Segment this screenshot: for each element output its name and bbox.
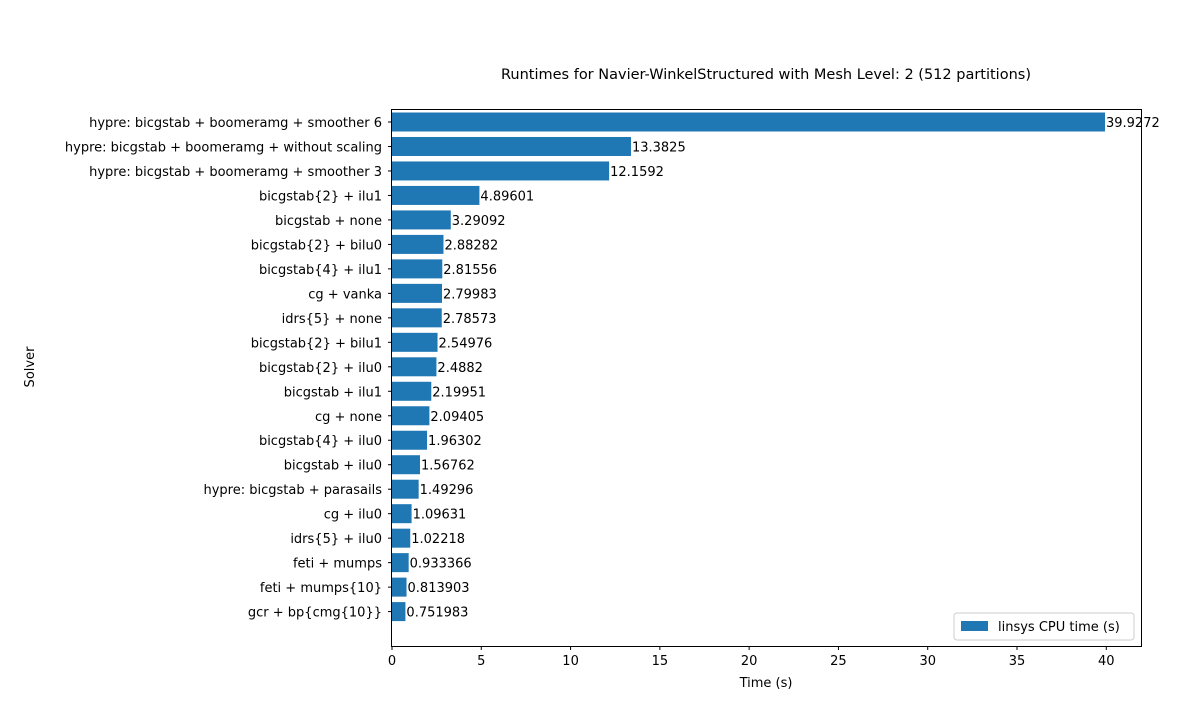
- bar: [392, 332, 438, 352]
- x-tick-label: 25: [830, 654, 847, 669]
- y-tick-label: hypre: bicgstab + boomeramg + smoother 3: [89, 165, 382, 180]
- bar: [392, 479, 419, 499]
- plot-frame: [391, 109, 1142, 647]
- bar: [392, 136, 631, 156]
- bars-layer: [392, 112, 1105, 622]
- y-tick-label: idrs{5} + none: [282, 312, 382, 327]
- bar-value-label: 3.29092: [452, 214, 506, 229]
- y-tick-label: idrs{5} + ilu0: [290, 532, 382, 547]
- y-tick-label: bicgstab + ilu0: [284, 459, 382, 474]
- value-labels-layer: 39.9272 13.3825 12.1592 4.89601 3.29092 2.882…: [406, 116, 1159, 621]
- y-tick-label: bicgstab{4} + ilu1: [259, 263, 382, 278]
- bar-value-label: 0.813903: [408, 581, 470, 596]
- bar-value-label: 2.4882: [437, 361, 483, 376]
- x-tick-label: 20: [741, 654, 758, 669]
- bar: [392, 112, 1105, 132]
- x-tick-label: 5: [477, 654, 485, 669]
- legend-swatch: [961, 621, 988, 631]
- bar: [392, 234, 444, 254]
- y-tick-label: hypre: bicgstab + boomeramg + without sc…: [65, 140, 382, 155]
- bar-value-label: 1.02218: [411, 532, 465, 547]
- y-tick-label: bicgstab + ilu1: [284, 385, 382, 400]
- bar: [392, 528, 411, 548]
- y-axis-label: Solver: [23, 346, 38, 388]
- bar-value-label: 13.3825: [632, 140, 686, 155]
- bar-value-label: 2.79983: [443, 287, 497, 302]
- legend-frame: [953, 612, 1135, 641]
- bar-value-label: 1.09631: [413, 508, 467, 523]
- y-tick-label: cg + vanka: [308, 287, 382, 302]
- bar: [392, 602, 406, 622]
- x-tick-label: 40: [1098, 654, 1115, 669]
- bar-value-label: 1.56762: [421, 459, 475, 474]
- bar-value-label: 1.96302: [428, 434, 482, 449]
- bar: [392, 430, 428, 450]
- y-tick-label: hypre: bicgstab + boomeramg + smoother 6: [89, 116, 382, 131]
- x-tick-label: 10: [562, 654, 579, 669]
- y-tick-label: bicgstab{4} + ilu0: [259, 434, 382, 449]
- bar: [392, 161, 610, 181]
- y-tick-label: bicgstab + none: [275, 214, 382, 229]
- bar-value-label: 4.89601: [480, 189, 534, 204]
- y-tick-label: bicgstab{2} + bilu0: [251, 238, 382, 253]
- x-tick-label: 15: [652, 654, 669, 669]
- bar: [392, 308, 442, 328]
- bar-value-label: 2.54976: [439, 336, 493, 351]
- bar-value-label: 2.81556: [443, 263, 497, 278]
- x-tick-label: 35: [1009, 654, 1026, 669]
- bar-value-label: 2.09405: [430, 410, 484, 425]
- y-tick-label: gcr + bp{cmg{10}}: [248, 606, 382, 621]
- bar: [392, 357, 437, 377]
- bar: [392, 259, 443, 279]
- bar-value-label: 12.1592: [610, 165, 664, 180]
- bar-value-label: 2.88282: [444, 238, 498, 253]
- y-tick-label: bicgstab{2} + bilu1: [251, 336, 382, 351]
- y-tick-label: hypre: bicgstab + parasails: [203, 483, 382, 498]
- y-tick-label: cg + none: [315, 410, 382, 425]
- y-tick-label: bicgstab{2} + ilu1: [259, 189, 382, 204]
- legend: linsys CPU time (s): [953, 612, 1135, 641]
- bar-value-label: 0.933366: [410, 557, 472, 572]
- y-tick-label: cg + ilu0: [324, 508, 382, 523]
- bar-value-label: 2.78573: [443, 312, 497, 327]
- bar: [392, 283, 442, 303]
- y-axis: hypre: bicgstab + boomeramg + smoother 6…: [65, 116, 392, 621]
- y-tick-label: feti + mumps: [293, 557, 382, 572]
- bar: [392, 455, 420, 475]
- bar: [392, 210, 451, 230]
- bar-value-label: 0.751983: [406, 606, 468, 621]
- legend-label: linsys CPU time (s): [998, 620, 1120, 635]
- bar: [392, 504, 412, 524]
- x-tick-label: 30: [919, 654, 936, 669]
- x-axis: 0 5 10 15 20 25 30 35 40: [388, 646, 1115, 669]
- bar: [392, 577, 407, 597]
- bar-value-label: 1.49296: [420, 483, 474, 498]
- bar: [392, 406, 430, 426]
- x-tick-label: 0: [388, 654, 396, 669]
- bar-value-label: 39.9272: [1106, 116, 1160, 131]
- bar: [392, 553, 409, 573]
- bar: [392, 381, 432, 401]
- bar: [392, 185, 480, 205]
- y-tick-label: bicgstab{2} + ilu0: [259, 361, 382, 376]
- x-axis-label: Time (s): [739, 676, 793, 691]
- y-tick-label: feti + mumps{10}: [260, 581, 382, 596]
- chart-title: Runtimes for Navier-WinkelStructured wit…: [501, 67, 1031, 83]
- bar-value-label: 2.19951: [432, 385, 486, 400]
